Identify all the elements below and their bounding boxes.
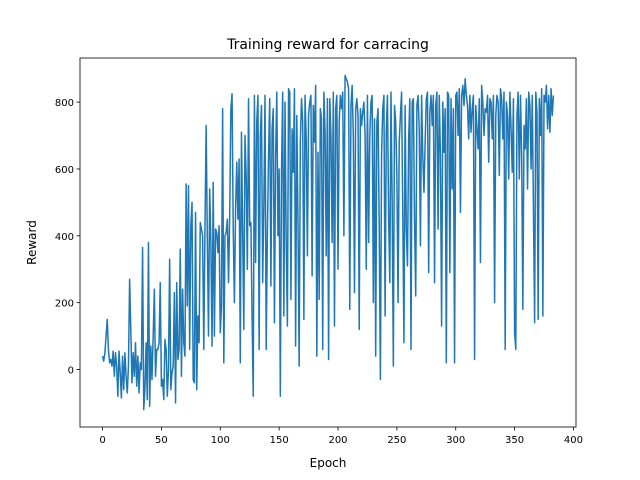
- axes-frame: [79, 57, 577, 428]
- y-tick-label: 200: [55, 299, 74, 310]
- y-tick-label: 800: [55, 98, 74, 109]
- x-tick-label: 100: [211, 435, 230, 446]
- plot-area: [101, 74, 555, 411]
- y-tick-label: 600: [55, 165, 74, 176]
- x-tick-label: 400: [564, 435, 583, 446]
- y-tick-label: 0: [68, 366, 74, 377]
- chart-title: Training reward for carracing: [226, 37, 429, 53]
- line-series: [101, 74, 555, 411]
- x-tick-label: 0: [99, 435, 105, 446]
- y-tick-label: 400: [55, 232, 74, 243]
- x-tick-label: 350: [505, 435, 524, 446]
- x-tick-label: 200: [328, 435, 347, 446]
- x-tick-label: 250: [387, 435, 406, 446]
- x-tick-label: 50: [155, 435, 168, 446]
- y-axis-label: Reward: [25, 220, 39, 265]
- x-tick-label: 300: [446, 435, 465, 446]
- x-axis-label: Epoch: [310, 456, 347, 470]
- x-tick-label: 150: [270, 435, 289, 446]
